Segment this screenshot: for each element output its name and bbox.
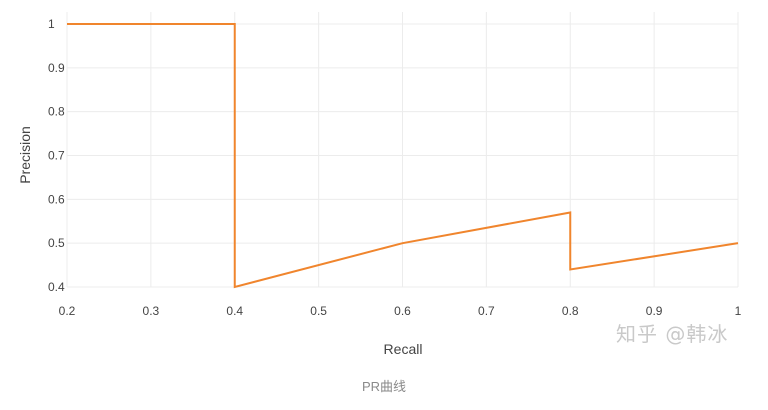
- y-tick-labels: 0.4 0.5 0.6 0.7 0.8 0.9 1: [48, 17, 65, 294]
- y-tick-label: 0.8: [48, 105, 65, 119]
- pr-curve-chart: 0.2 0.3 0.4 0.5 0.6 0.7 0.8 0.9 1 0.40.50.60.70.…: [17, 12, 742, 357]
- watermark-text: 知乎 @韩冰: [616, 322, 729, 346]
- x-tick-label: 0.6: [394, 304, 411, 318]
- x-tick-label: 0.2: [59, 304, 76, 318]
- grid: [66, 12, 739, 288]
- y-axis-title: Precision: [17, 126, 33, 184]
- pr-series-line: [67, 23, 739, 289]
- x-tick-label: 0.8: [562, 304, 579, 318]
- y-tick-label: 1: [48, 17, 55, 31]
- x-axis-title: Recall: [384, 341, 423, 357]
- x-tick-label: 0.7: [478, 304, 495, 318]
- series-layer: [67, 23, 739, 289]
- figure-caption: PR曲线: [361, 379, 407, 394]
- y-tick-label: 0.9: [48, 61, 65, 75]
- x-tick-label: 0.5: [310, 304, 327, 318]
- y-tick-label: 0.4: [48, 280, 65, 294]
- x-tick-label: 0.3: [143, 304, 160, 318]
- x-tick-label: 0.4: [226, 304, 243, 318]
- x-tick-labels: 0.2 0.3 0.4 0.5 0.6 0.7 0.8 0.9 1: [59, 304, 742, 318]
- y-tick-label: 0.5: [48, 236, 65, 250]
- y-tick-label: 0.7: [48, 149, 65, 163]
- x-tick-label: 1: [735, 304, 742, 318]
- x-tick-label: 0.9: [646, 304, 663, 318]
- y-tick-label: 0.6: [48, 192, 65, 206]
